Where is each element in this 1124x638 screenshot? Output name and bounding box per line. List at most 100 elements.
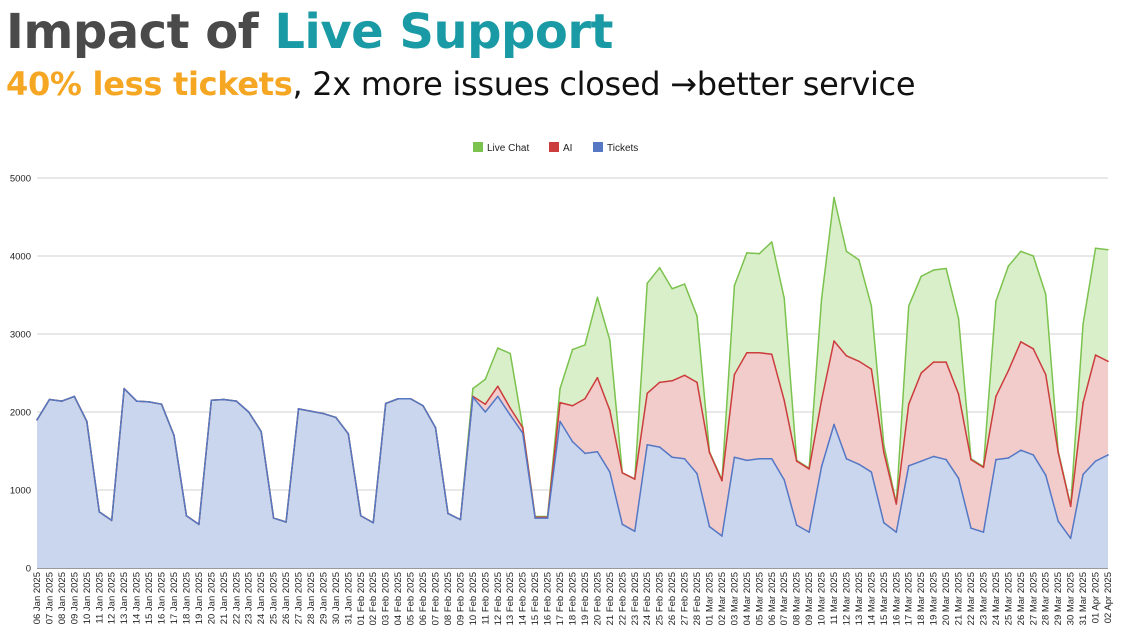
x-tick-label: 12 Feb 2025 <box>493 572 504 625</box>
data-point-tickets <box>970 527 972 530</box>
legend-swatch-ai <box>549 142 559 152</box>
y-tick-label: 4000 <box>10 252 31 263</box>
x-tick-label: 04 Feb 2025 <box>393 572 404 625</box>
x-tick-label: 22 Jan 2025 <box>231 572 242 624</box>
data-point-live-chat <box>833 196 835 199</box>
data-point-ai <box>584 397 586 400</box>
data-point-tickets <box>272 517 275 519</box>
data-point-tickets <box>223 398 225 401</box>
x-tick-label: 23 Feb 2025 <box>630 572 641 625</box>
data-point-live-chat <box>472 387 474 390</box>
subtitle-rest: , 2x more issues closed →better service <box>292 65 916 103</box>
y-tick-label: 2000 <box>10 408 31 419</box>
data-point-ai <box>982 466 985 469</box>
data-point-ai <box>571 404 574 407</box>
data-point-ai <box>1082 401 1084 404</box>
x-tick-label: 07 Jan 2025 <box>44 572 55 624</box>
data-point-live-chat <box>1044 293 1047 296</box>
x-tick-label: 11 Feb 2025 <box>480 572 491 625</box>
x-tick-label: 17 Feb 2025 <box>555 572 566 625</box>
data-point-tickets <box>260 430 262 433</box>
data-point-ai <box>1032 348 1035 350</box>
x-tick-label: 27 Mar 2025 <box>1028 572 1039 625</box>
x-tick-label: 21 Jan 2025 <box>219 572 230 624</box>
data-point-live-chat <box>1107 248 1109 251</box>
data-point-ai <box>970 458 972 461</box>
data-point-tickets <box>559 420 561 423</box>
data-point-tickets <box>235 400 238 402</box>
data-point-live-chat <box>783 297 786 299</box>
x-tick-label: 13 Jan 2025 <box>119 572 130 624</box>
x-tick-label: 02 Mar 2025 <box>717 572 728 625</box>
x-tick-label: 18 Feb 2025 <box>568 572 579 625</box>
data-point-ai <box>708 451 711 454</box>
x-tick-label: 15 Jan 2025 <box>144 572 155 624</box>
x-tick-label: 06 Mar 2025 <box>767 572 778 625</box>
data-point-ai <box>770 353 773 356</box>
data-point-ai <box>509 407 512 409</box>
x-tick-label: 15 Feb 2025 <box>530 572 541 625</box>
x-tick-label: 03 Mar 2025 <box>729 572 740 625</box>
x-tick-label: 08 Jan 2025 <box>57 572 68 624</box>
data-point-ai <box>721 479 723 482</box>
x-tick-label: 14 Mar 2025 <box>866 572 877 625</box>
data-point-live-chat <box>1032 255 1035 257</box>
x-tick-label: 05 Feb 2025 <box>406 572 417 625</box>
x-tick-label: 10 Jan 2025 <box>82 572 93 624</box>
data-point-tickets <box>434 426 437 429</box>
data-point-tickets <box>546 517 549 519</box>
data-point-live-chat <box>596 296 599 299</box>
data-point-tickets <box>1082 473 1084 476</box>
x-tick-label: 07 Feb 2025 <box>431 572 442 625</box>
data-point-live-chat <box>559 387 561 390</box>
data-point-tickets <box>1057 520 1059 522</box>
data-point-tickets <box>509 414 512 416</box>
data-point-tickets <box>945 458 947 461</box>
data-point-tickets <box>858 463 860 466</box>
x-tick-label: 06 Feb 2025 <box>418 572 429 625</box>
data-point-ai <box>621 472 624 474</box>
x-tick-label: 28 Feb 2025 <box>692 572 703 625</box>
data-point-live-chat <box>609 339 611 342</box>
data-point-tickets <box>633 530 636 533</box>
data-point-tickets <box>534 517 536 519</box>
x-tick-label: 13 Mar 2025 <box>854 572 865 625</box>
x-tick-label: 16 Mar 2025 <box>891 572 902 625</box>
x-tick-label: 27 Jan 2025 <box>294 572 305 624</box>
data-point-ai <box>1057 451 1059 454</box>
data-point-tickets <box>571 440 574 443</box>
data-point-tickets <box>86 420 88 423</box>
x-tick-label: 31 Mar 2025 <box>1078 572 1089 625</box>
data-point-tickets <box>671 456 673 459</box>
data-point-ai <box>733 373 736 376</box>
data-point-live-chat <box>845 250 848 253</box>
data-point-tickets <box>584 452 586 455</box>
x-tick-label: 07 Mar 2025 <box>779 572 790 625</box>
data-point-ai <box>671 380 673 382</box>
data-point-tickets <box>48 398 51 401</box>
x-tick-label: 25 Feb 2025 <box>655 572 666 625</box>
data-point-tickets <box>521 432 524 434</box>
data-point-tickets <box>372 521 375 524</box>
data-point-live-chat <box>945 267 947 270</box>
data-point-ai <box>833 340 835 342</box>
data-point-ai <box>932 361 935 363</box>
chart-legend: Live Chat AI Tickets <box>473 142 638 154</box>
x-tick-label: 20 Jan 2025 <box>206 572 217 624</box>
data-point-tickets <box>297 408 300 410</box>
x-tick-label: 25 Jan 2025 <box>269 572 280 624</box>
x-tick-label: 05 Mar 2025 <box>754 572 765 625</box>
y-tick-label: 0 <box>26 564 31 575</box>
x-tick-label: 16 Feb 2025 <box>543 572 554 625</box>
data-point-tickets <box>447 512 449 515</box>
data-point-live-chat <box>1094 247 1097 249</box>
data-point-live-chat <box>1082 323 1084 325</box>
x-tick-label: 31 Jan 2025 <box>343 572 354 624</box>
data-point-tickets <box>845 458 848 460</box>
x-tick-label: 16 Jan 2025 <box>157 572 168 624</box>
data-point-ai <box>746 351 748 354</box>
x-tick-label: 24 Mar 2025 <box>991 572 1002 625</box>
x-tick-label: 17 Mar 2025 <box>904 572 915 625</box>
x-tick-label: 09 Mar 2025 <box>804 572 815 625</box>
data-point-ai <box>920 372 922 374</box>
